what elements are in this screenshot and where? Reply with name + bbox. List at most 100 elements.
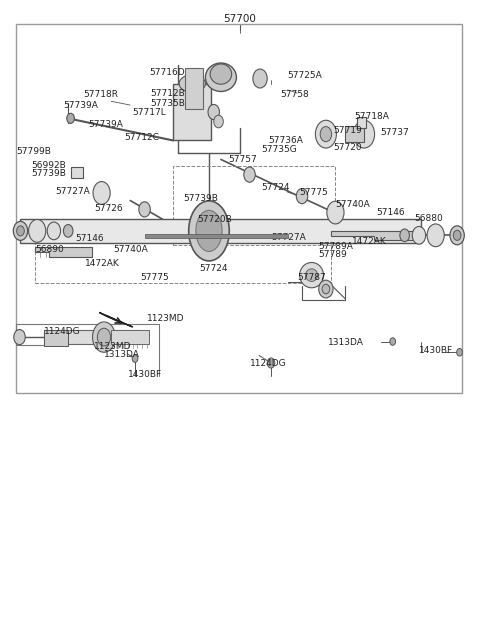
Circle shape xyxy=(132,355,138,363)
Text: 1430BF: 1430BF xyxy=(128,370,162,379)
Bar xyxy=(71,167,83,178)
Circle shape xyxy=(63,225,73,237)
Text: 57726: 57726 xyxy=(95,204,123,213)
Polygon shape xyxy=(35,247,92,257)
Text: 1472AK: 1472AK xyxy=(85,259,120,268)
Text: 57787: 57787 xyxy=(297,273,326,282)
Ellipse shape xyxy=(196,210,222,251)
Ellipse shape xyxy=(189,201,229,261)
Text: 57739A: 57739A xyxy=(63,100,98,110)
Text: 57735G: 57735G xyxy=(262,145,297,154)
Circle shape xyxy=(17,226,24,236)
Polygon shape xyxy=(99,312,132,327)
Text: 57727A: 57727A xyxy=(55,187,90,196)
Text: 57758: 57758 xyxy=(281,90,309,99)
Circle shape xyxy=(97,328,111,346)
Text: 1123MD: 1123MD xyxy=(95,342,132,351)
Bar xyxy=(111,330,149,344)
Polygon shape xyxy=(331,231,417,241)
Text: 57725A: 57725A xyxy=(288,72,323,81)
Polygon shape xyxy=(144,234,288,239)
Text: 56992B: 56992B xyxy=(31,161,66,170)
Circle shape xyxy=(29,220,46,243)
Circle shape xyxy=(214,115,223,128)
Text: 57716D: 57716D xyxy=(149,69,185,77)
Text: 57712C: 57712C xyxy=(124,133,159,142)
Text: 57724: 57724 xyxy=(199,264,228,273)
Circle shape xyxy=(315,120,336,148)
Ellipse shape xyxy=(319,280,333,298)
Text: 56890: 56890 xyxy=(35,244,63,254)
Text: 57789A: 57789A xyxy=(319,242,354,251)
Text: 57799B: 57799B xyxy=(17,147,51,156)
Text: 57735B: 57735B xyxy=(150,99,185,109)
Text: 57757: 57757 xyxy=(228,155,257,164)
Circle shape xyxy=(47,222,60,240)
Circle shape xyxy=(400,229,409,242)
Text: 57717L: 57717L xyxy=(132,108,166,117)
Circle shape xyxy=(327,201,344,224)
Text: 57720B: 57720B xyxy=(197,215,232,224)
Text: 57737: 57737 xyxy=(381,128,409,137)
Text: 57740A: 57740A xyxy=(336,200,370,209)
Text: 1313DA: 1313DA xyxy=(328,338,364,347)
Text: 57718R: 57718R xyxy=(84,90,118,100)
Ellipse shape xyxy=(322,284,330,294)
Circle shape xyxy=(208,104,219,119)
Bar xyxy=(345,126,364,142)
Polygon shape xyxy=(44,330,68,346)
Text: 1430BF: 1430BF xyxy=(419,346,453,355)
Bar xyxy=(185,68,203,109)
Ellipse shape xyxy=(205,63,237,91)
Bar xyxy=(357,117,366,128)
Text: 1313DA: 1313DA xyxy=(104,350,140,359)
Text: 57720: 57720 xyxy=(333,143,362,152)
Circle shape xyxy=(244,167,255,182)
Ellipse shape xyxy=(306,269,318,281)
Circle shape xyxy=(93,322,116,352)
Text: 57719: 57719 xyxy=(333,126,362,135)
Circle shape xyxy=(453,231,461,241)
Text: 56880: 56880 xyxy=(414,215,443,224)
Text: 1472AK: 1472AK xyxy=(352,236,387,246)
Circle shape xyxy=(450,226,464,245)
Text: 57739B: 57739B xyxy=(31,170,66,178)
Circle shape xyxy=(13,222,28,241)
Ellipse shape xyxy=(210,64,232,84)
Text: 1123MD: 1123MD xyxy=(147,314,184,323)
Circle shape xyxy=(93,182,110,204)
Text: 57700: 57700 xyxy=(224,13,256,23)
Text: 57712B: 57712B xyxy=(150,88,185,98)
Bar xyxy=(173,84,211,140)
Ellipse shape xyxy=(300,262,324,288)
Bar xyxy=(221,219,421,243)
Circle shape xyxy=(390,338,396,345)
Circle shape xyxy=(253,69,267,88)
Bar xyxy=(21,219,221,243)
Text: 57727A: 57727A xyxy=(271,233,306,243)
Bar xyxy=(44,330,140,344)
Circle shape xyxy=(267,358,275,368)
Circle shape xyxy=(320,126,332,142)
Circle shape xyxy=(296,189,308,204)
Circle shape xyxy=(354,120,374,148)
Text: 57775: 57775 xyxy=(140,273,168,282)
Text: 57739B: 57739B xyxy=(184,194,218,203)
Text: 57739A: 57739A xyxy=(88,119,123,128)
Circle shape xyxy=(139,202,150,217)
Text: 57740A: 57740A xyxy=(114,244,148,254)
Text: 1124DG: 1124DG xyxy=(250,359,286,368)
Circle shape xyxy=(456,349,462,356)
Text: 57146: 57146 xyxy=(376,208,405,217)
Text: 57789: 57789 xyxy=(319,250,348,259)
Text: 1124DG: 1124DG xyxy=(44,327,81,336)
Text: 57775: 57775 xyxy=(300,188,328,197)
Text: 57146: 57146 xyxy=(75,234,104,243)
Circle shape xyxy=(427,224,444,246)
Text: 57718A: 57718A xyxy=(355,112,389,121)
Text: 57724: 57724 xyxy=(262,183,290,192)
Circle shape xyxy=(67,113,74,123)
Circle shape xyxy=(14,330,25,345)
Circle shape xyxy=(412,227,426,244)
Ellipse shape xyxy=(179,75,205,93)
